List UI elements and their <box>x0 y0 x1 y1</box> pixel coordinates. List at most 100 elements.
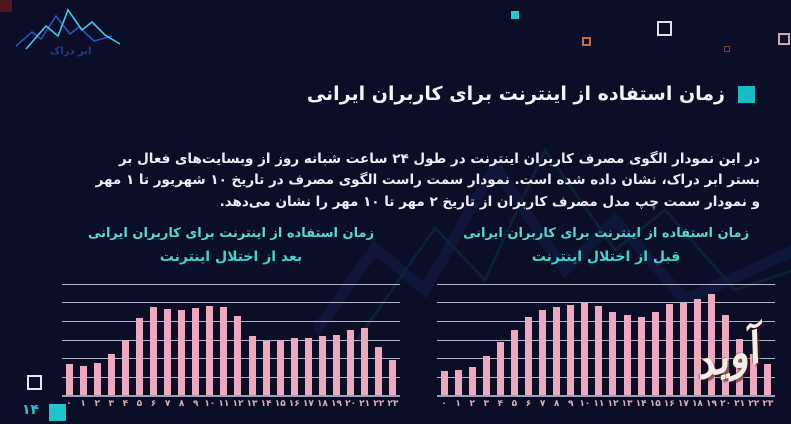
x-axis-labels: ۰ ۱ ۲ ۳ ۴ ۵ ۶ ۷ ۸ ۹ ۱۰ ۱۱ ۱۲ ۱۳ ۱۴ ۱۵ ۱۶ ۱۷ ۱۸ ۱۹ ۲۰ ۲۱ ۲۲ ۲۳ <box>62 399 400 409</box>
mountain-logo-icon <box>15 8 121 50</box>
bar-slot <box>676 284 690 395</box>
bar-slot <box>479 284 493 395</box>
x-tick-label: ۱۳ <box>621 399 633 409</box>
bar-slot <box>648 284 662 395</box>
decor-square-maroon <box>724 46 730 52</box>
bar <box>482 356 490 395</box>
x-axis-line <box>62 395 400 397</box>
bar-slot <box>273 284 287 395</box>
bar-slot <box>634 284 648 395</box>
bar-slot <box>329 284 343 395</box>
bar-slot <box>620 284 634 395</box>
bar-slot <box>507 284 521 395</box>
bar <box>135 318 143 395</box>
bar <box>665 304 673 395</box>
x-tick-label: ۱۰ <box>579 399 591 409</box>
gridline <box>437 302 775 304</box>
bar <box>65 363 73 395</box>
chart-before-disruption: زمان استفاده از اینترنت برای کاربران ایر… <box>437 222 775 409</box>
x-tick-label: ۱۸ <box>316 399 328 409</box>
gridline <box>62 284 400 285</box>
bar-slot <box>493 284 507 395</box>
bar <box>525 317 532 395</box>
x-tick-label: ۱ <box>80 399 86 409</box>
bar <box>164 308 172 395</box>
bar <box>623 315 631 395</box>
x-tick-label: ۱۴ <box>635 399 647 409</box>
brand-name: ابر دراک <box>50 46 92 57</box>
x-tick-label: ۱۴ <box>260 399 272 409</box>
bar-slot <box>315 284 329 395</box>
bar <box>764 363 772 395</box>
bar-slot <box>287 284 301 395</box>
bar <box>581 303 589 395</box>
bar <box>333 334 341 395</box>
bar-slot <box>301 284 315 395</box>
x-tick-label: ۲۰ <box>720 399 732 409</box>
bar <box>468 367 476 395</box>
x-tick-label: ۱۵ <box>274 399 286 409</box>
bar <box>206 306 214 395</box>
bar <box>150 307 157 395</box>
bar-slot <box>231 284 245 395</box>
bar <box>595 306 603 395</box>
bar-slot <box>521 284 535 395</box>
gridline <box>62 302 400 304</box>
bar-slot <box>536 284 550 395</box>
gridline <box>437 339 775 341</box>
bars-layer <box>62 284 400 395</box>
page-number: ۱۴ <box>22 402 40 418</box>
x-tick-label: ۲۳ <box>387 399 399 409</box>
chart-subtitle: قبل از اختلال اینترنت <box>531 249 681 265</box>
x-tick-label: ۴ <box>497 399 504 409</box>
bar <box>454 370 462 395</box>
x-tick-label: ۴ <box>122 399 129 409</box>
chart-subtitle: بعد از اختلال اینترنت <box>159 249 303 265</box>
bar <box>609 311 617 395</box>
x-tick-label: ۲۲ <box>748 399 760 409</box>
x-tick-label: ۳ <box>483 399 490 409</box>
x-tick-label: ۱۱ <box>218 399 230 409</box>
x-tick-label: ۱۷ <box>302 399 314 409</box>
x-tick-label: ۱۷ <box>677 399 689 409</box>
bar <box>510 330 518 395</box>
decor-square-teal <box>511 11 519 19</box>
x-axis-labels: ۰ ۱ ۲ ۳ ۴ ۵ ۶ ۷ ۸ ۹ ۱۰ ۱۱ ۱۲ ۱۳ ۱۴ ۱۵ ۱۶ ۱۷ ۱۸ ۱۹ ۲۰ ۲۱ ۲۲ ۲۳ <box>437 399 775 409</box>
bar-slot <box>344 284 358 395</box>
bar-slot <box>189 284 203 395</box>
x-tick-label: ۱۰ <box>204 399 216 409</box>
bar-plot-area <box>437 284 775 397</box>
bar-slot <box>719 284 733 395</box>
x-tick-label: ۱۱ <box>593 399 605 409</box>
bars-layer <box>437 284 775 395</box>
bar <box>121 339 129 395</box>
bar <box>708 294 716 395</box>
gridline <box>437 357 775 359</box>
x-axis-line <box>437 395 775 397</box>
bar-slot <box>386 284 400 395</box>
bar-slot <box>733 284 747 395</box>
gridlines <box>62 284 400 397</box>
bar <box>318 335 326 395</box>
x-tick-label: ۱۸ <box>691 399 703 409</box>
bar-slot <box>465 284 479 395</box>
bar <box>290 337 298 395</box>
gridline <box>62 320 400 322</box>
bar-slot <box>451 284 465 395</box>
bar-slot <box>690 284 704 395</box>
x-tick-label: ۵ <box>136 399 143 409</box>
bar <box>637 317 645 395</box>
bar <box>736 338 744 395</box>
bar <box>347 330 355 395</box>
bar-slot <box>437 284 451 395</box>
x-tick-label: ۱۲ <box>607 399 619 409</box>
x-tick-label: ۰ <box>66 399 72 409</box>
bar <box>248 335 256 395</box>
bar-slot <box>175 284 189 395</box>
bar-slot <box>104 284 118 395</box>
x-tick-label: ۱ <box>455 399 461 409</box>
gridline <box>437 284 775 285</box>
x-tick-label: ۱۹ <box>706 399 718 409</box>
bar <box>262 341 270 395</box>
x-tick-label: ۰ <box>441 399 447 409</box>
